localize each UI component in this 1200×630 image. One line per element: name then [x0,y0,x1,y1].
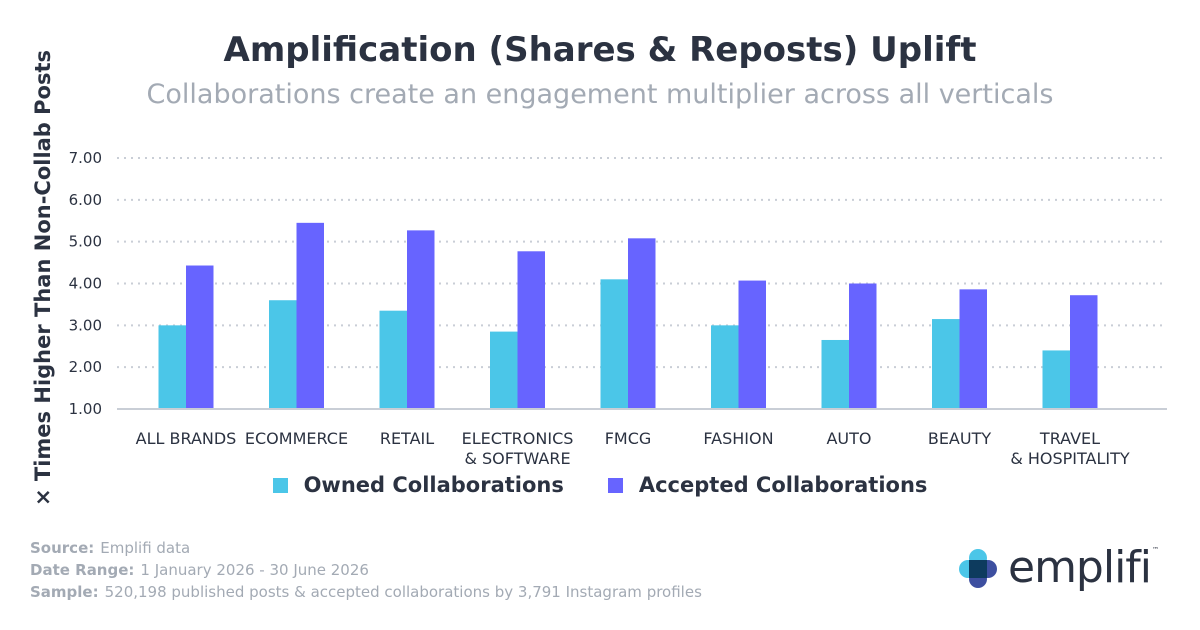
legend-label-owned: Owned Collaborations [303,473,564,497]
bar-owned [821,339,849,409]
y-tick-label: 3.00 [69,316,102,334]
y-tick-label: 2.00 [69,358,102,376]
x-tick-label: ALL BRANDS [136,429,237,448]
bar-accepted [1070,295,1098,409]
bar-accepted [296,222,324,409]
x-tick-label: AUTO [826,429,871,448]
source-value: Emplifi data [100,539,191,557]
y-tick-label: 4.00 [69,275,102,293]
y-tick-label: 1.00 [69,400,102,418]
bar-owned [158,325,186,409]
bar-accepted [628,238,656,409]
source-line: Source: Emplifi data [30,539,190,557]
legend-swatch-accepted [607,477,623,493]
y-tick-label: 6.00 [69,191,102,209]
x-tick-label: BEAUTY [928,429,992,448]
chart-subtitle: Collaborations create an engagement mult… [146,79,1054,110]
emplifi-logo-tm: ™ [1152,546,1159,554]
emplifi-logo-text: emplifi [1008,542,1152,593]
x-tick-label: TRAVEL & HOSPITALITY [1010,429,1130,468]
legend-swatch-owned [272,477,288,493]
bar-owned [490,331,518,409]
x-tick-label: RETAIL [380,429,434,448]
emplifi-logo-icon [959,549,997,588]
bar-accepted [517,251,545,409]
legend-label-accepted: Accepted Collaborations [638,473,928,497]
y-tick-label: 7.00 [69,149,102,167]
bar-owned [711,325,739,409]
sample-label: Sample: [30,583,99,601]
legend-item-accepted: Accepted Collaborations [607,473,928,497]
source-label: Source: [30,539,95,557]
bar-owned [1042,350,1070,409]
bar-accepted [959,289,987,409]
bar-accepted [738,280,766,409]
date-range-line: Date Range: 1 January 2026 - 30 June 2026 [30,561,369,579]
bar-owned [600,279,628,409]
chart-title: Amplification (Shares & Reposts) Uplift [223,30,977,70]
bar-owned [932,319,960,409]
date-range-label: Date Range: [30,561,135,579]
y-tick-label: 5.00 [69,233,102,251]
sample-line: Sample: 520,198 published posts & accepte… [30,583,702,601]
bar-accepted [186,265,214,409]
x-tick-label: ELECTRONICS & SOFTWARE [462,429,574,468]
legend-item-owned: Owned Collaborations [272,473,564,497]
bar-accepted [849,283,877,409]
date-range-value: 1 January 2026 - 30 June 2026 [140,561,369,579]
x-tick-label: FMCG [605,429,652,448]
x-tick-label: ECOMMERCE [245,429,348,448]
emplifi-logo: emplifi ™ [956,542,1166,594]
y-axis-title: × Times Higher Than Non-Collab Posts [31,50,55,506]
bar-accepted [407,230,435,409]
bar-owned [269,300,297,409]
sample-value: 520,198 published posts & accepted colla… [104,583,702,601]
legend: Owned Collaborations Accepted Collaborat… [0,473,1200,497]
bar-owned [379,310,407,409]
x-tick-label: FASHION [703,429,773,448]
